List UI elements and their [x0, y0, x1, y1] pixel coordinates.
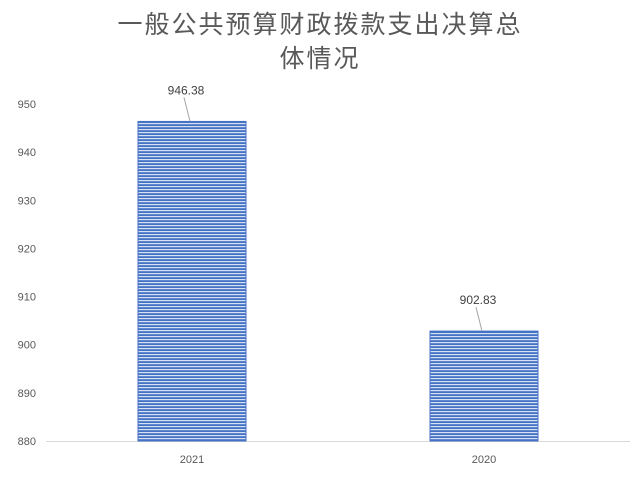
- y-tick-label: 920: [18, 243, 36, 255]
- data-labels: 946.38 902.83: [168, 83, 497, 332]
- data-label: 946.38: [168, 83, 205, 97]
- y-tick-label: 940: [18, 147, 36, 159]
- y-tick-label: 950: [18, 99, 36, 111]
- bar: [137, 120, 247, 442]
- x-axis: 2021 2020: [46, 441, 630, 466]
- bar: [429, 330, 539, 442]
- y-axis: 880 890 900 910 920 930 940 950: [18, 99, 36, 448]
- x-tick-label: 2020: [472, 454, 496, 466]
- chart-title-line-2: 体情况: [279, 44, 361, 73]
- bars: [137, 120, 539, 442]
- chart-title-line-1: 一般公共预算财政拨款支出决算总: [117, 10, 523, 39]
- y-tick-label: 880: [18, 436, 36, 448]
- y-tick-label: 930: [18, 195, 36, 207]
- chart-title: 一般公共预算财政拨款支出决算总 体情况: [0, 8, 640, 76]
- data-label-leader: [475, 306, 483, 332]
- y-tick-label: 890: [18, 388, 36, 400]
- y-tick-label: 900: [18, 340, 36, 352]
- data-label: 902.83: [460, 293, 497, 307]
- x-tick-label: 2021: [180, 454, 204, 466]
- data-label-leader: [183, 97, 191, 122]
- y-tick-label: 910: [18, 292, 36, 304]
